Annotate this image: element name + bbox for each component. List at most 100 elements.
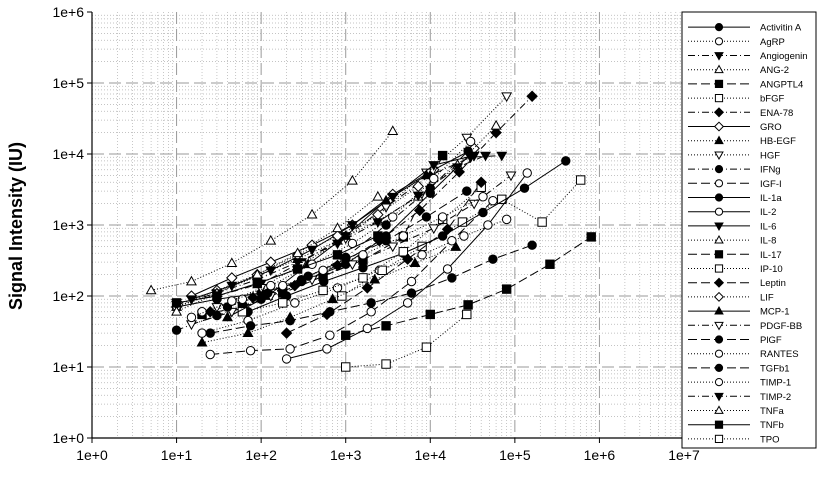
data-point-il-2 (442, 264, 453, 274)
legend-box (681, 11, 817, 449)
data-point-il-6 (306, 245, 318, 256)
data-point-timp-2 (372, 218, 384, 228)
data-point-ip-10 (278, 298, 288, 308)
legend-label: bFGF (760, 94, 784, 105)
data-point-lif (412, 180, 424, 193)
data-point-il-1a (478, 207, 488, 218)
legend-item-activitin-a: Activitin A (688, 23, 802, 34)
data-point-ip-10 (358, 273, 368, 283)
data-point-tnfa (332, 222, 343, 233)
data-point-pdgf-bb (428, 224, 440, 235)
data-point-il-8 (490, 119, 502, 130)
legend-item-ena-78: ENA-78 (688, 107, 793, 119)
legend-item-il-2: IL-2 (688, 207, 776, 218)
legend-marker (714, 264, 724, 273)
data-point-leptin (361, 282, 374, 294)
data-point-tgfb1 (285, 315, 295, 326)
data-point-hb-egf (450, 241, 462, 251)
data-point-angptl4 (586, 232, 596, 242)
x-tick-label: 1e+4 (415, 447, 447, 463)
legend-label: IL-6 (760, 221, 776, 232)
data-point-ena-78 (247, 291, 259, 304)
legend-label: IGF-I (760, 179, 782, 190)
legend-item-ifng: IFNg (688, 165, 781, 176)
data-point-igf-i (406, 276, 417, 287)
legend-label: IP-10 (760, 264, 783, 275)
legend-marker (714, 37, 724, 46)
data-point-agrp (417, 250, 427, 260)
data-point-ip-10 (237, 307, 248, 317)
y-tick-label: 1e+6 (52, 4, 84, 20)
data-point-plgf (341, 254, 351, 264)
x-tick-label: 1e+7 (668, 447, 700, 463)
legend-label: ENA-78 (760, 108, 793, 119)
legend-item-hb-egf: HB-EGF (688, 135, 796, 147)
series-igf-i (205, 195, 498, 360)
legend-label: IL-17 (760, 250, 782, 261)
data-point-ang-2 (226, 257, 238, 268)
data-point-timp-1 (266, 280, 276, 291)
data-point-rantes (437, 212, 448, 222)
data-point-tnfa (251, 268, 263, 279)
data-point-il-2 (322, 344, 332, 354)
series-line-tnfa (176, 196, 379, 313)
series-il-6 (185, 151, 480, 306)
data-point-tpo (462, 309, 472, 320)
legend-marker (714, 434, 724, 443)
series-tnfb (171, 231, 383, 308)
x-tick-label: 1e+1 (161, 447, 193, 463)
legend-label: TPO (760, 434, 780, 445)
data-point-agrp (332, 283, 343, 293)
legend-label: MCP-1 (760, 307, 790, 318)
y-tick-label: 1e+2 (52, 288, 84, 304)
data-point-ang-2 (306, 208, 318, 219)
data-point-tnfa (171, 305, 183, 316)
data-point-igf-i (205, 349, 215, 360)
data-point-tpo (341, 362, 351, 372)
data-point-igf-i (245, 345, 256, 356)
legend-marker (714, 234, 724, 244)
legend-label: GRO (760, 122, 782, 133)
legend-label: PlGF (760, 335, 782, 346)
data-point-ang-2 (185, 275, 197, 286)
legend-item-il-17: IL-17 (688, 250, 782, 261)
x-tick-label: 1e+3 (330, 447, 362, 463)
legend-marker (714, 207, 724, 216)
data-point-tgfb1 (325, 307, 335, 317)
legend-marker (714, 363, 724, 372)
data-point-il-2 (281, 354, 292, 364)
data-point-il-1a (519, 183, 530, 193)
legend-marker (713, 107, 725, 118)
legend: Activitin A AgRP Angiogenin ANG-2 ANGPTL4 bFG… (681, 11, 817, 449)
legend-item-timp-1: TIMP-1 (688, 378, 791, 389)
data-point-tnfa (292, 247, 304, 258)
legend-item-leptin: Leptin (688, 277, 786, 289)
data-point-timp-1 (186, 312, 197, 323)
data-point-ena-78 (490, 126, 502, 139)
legend-item-il-8: IL-8 (688, 234, 776, 247)
legend-label: TNFa (760, 406, 784, 417)
series-line-hgf (216, 95, 508, 308)
y-tick-label: 1e+1 (52, 359, 84, 375)
x-tick-label: 1e+5 (499, 447, 531, 463)
data-point-ang-2 (346, 174, 358, 185)
data-point-ip-10 (398, 247, 409, 257)
data-point-il-1a (561, 156, 571, 166)
data-point-il-6 (428, 161, 440, 171)
data-point-ang-2 (265, 234, 277, 245)
data-point-bfgf (337, 291, 347, 301)
data-point-tgfb1 (527, 240, 537, 250)
data-point-timp-2 (292, 258, 304, 268)
y-tick-label: 1e+4 (52, 146, 84, 162)
data-point-rantes (237, 294, 248, 304)
data-point-hgf (501, 92, 513, 103)
data-point-leptin (475, 176, 487, 189)
legend-marker (714, 378, 724, 387)
legend-marker (714, 321, 724, 331)
data-point-il-6 (468, 151, 480, 162)
data-point-rantes (318, 265, 328, 276)
legend-item-tgfb1: TGFb1 (688, 363, 790, 374)
legend-item-pdgf-bb: PDGF-BB (688, 321, 802, 332)
data-point-angptl4 (501, 284, 512, 294)
